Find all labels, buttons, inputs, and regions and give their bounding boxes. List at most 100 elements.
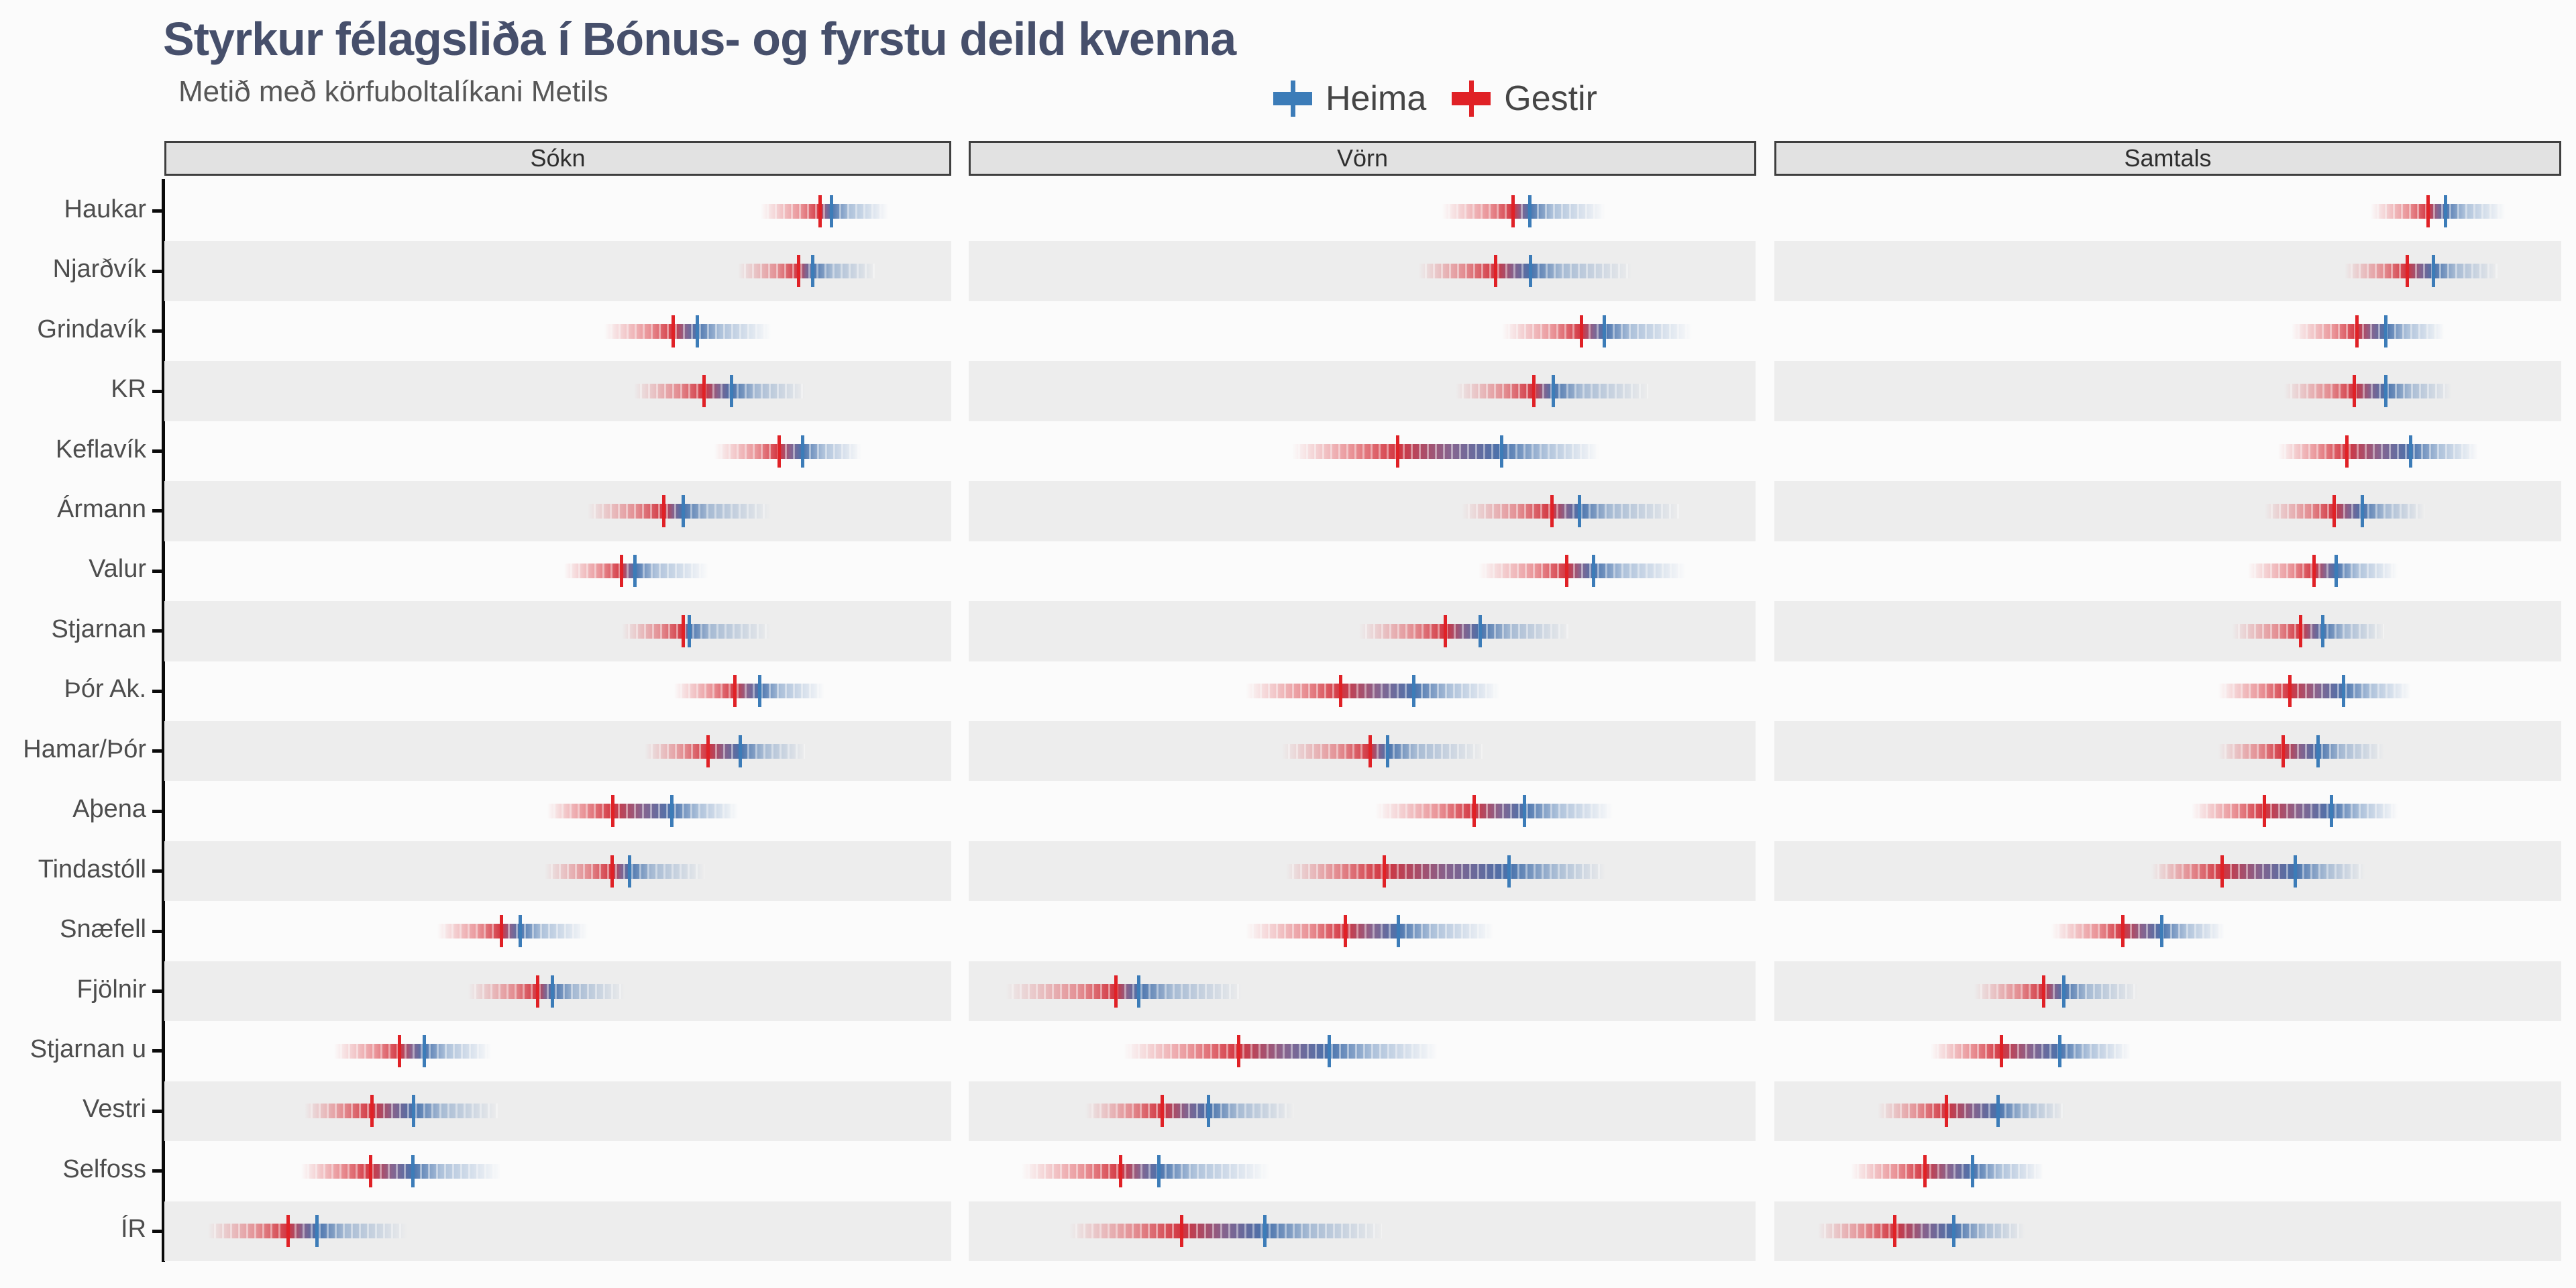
gestir-marker bbox=[2041, 975, 2045, 1008]
axis-tick bbox=[152, 389, 162, 393]
interval-band bbox=[1292, 443, 1599, 459]
heima-marker bbox=[811, 255, 815, 288]
heima-marker bbox=[2334, 555, 2339, 588]
interval-band bbox=[2291, 323, 2445, 339]
gestir-marker bbox=[1114, 975, 1118, 1008]
gestir-marker bbox=[2332, 494, 2336, 527]
legend: Heima Gestir bbox=[1273, 78, 1597, 119]
interval-band bbox=[1281, 743, 1483, 759]
axis-tick bbox=[152, 1109, 162, 1113]
heima-marker bbox=[1591, 555, 1595, 588]
team-label: Tindastóll bbox=[38, 855, 146, 883]
heima-marker bbox=[1527, 195, 1532, 227]
heima-marker bbox=[627, 855, 631, 888]
gestir-marker bbox=[1511, 195, 1515, 227]
heima-marker bbox=[687, 614, 691, 647]
axis-tick bbox=[152, 209, 162, 213]
gestir-marker bbox=[535, 975, 539, 1008]
team-label: Haukar bbox=[64, 195, 147, 223]
interval-band bbox=[1085, 1104, 1294, 1119]
team-label: Þór Ak. bbox=[64, 675, 147, 704]
axis-tick bbox=[152, 689, 162, 693]
facet-strip-label: Sókn bbox=[530, 144, 586, 172]
heima-marker bbox=[758, 675, 762, 708]
facet-strip-label: Vörn bbox=[1336, 144, 1389, 172]
heima-marker bbox=[730, 375, 734, 408]
heima-marker bbox=[2432, 255, 2436, 288]
legend-item-gestir: Gestir bbox=[1452, 78, 1597, 119]
interval-band bbox=[1974, 983, 2138, 999]
interval-band bbox=[2231, 623, 2385, 639]
team-label: Selfoss bbox=[62, 1155, 146, 1183]
heima-marker bbox=[1412, 675, 1416, 708]
team-label: Vestri bbox=[82, 1095, 146, 1124]
interval-band bbox=[304, 1104, 498, 1119]
gestir-marker bbox=[2345, 435, 2349, 468]
axis-tick bbox=[152, 1229, 162, 1233]
interval-band bbox=[1069, 1224, 1382, 1239]
axis-tick bbox=[152, 269, 162, 273]
interval-band bbox=[738, 264, 875, 279]
interval-band bbox=[1850, 1163, 2045, 1179]
row-stripe bbox=[164, 721, 951, 782]
interval-band bbox=[2284, 384, 2451, 399]
interval-band bbox=[207, 1224, 408, 1239]
interval-band bbox=[1817, 1224, 2025, 1239]
gestir-marker bbox=[2220, 855, 2224, 888]
gestir-marker bbox=[1550, 494, 1554, 527]
gestir-marker bbox=[611, 795, 615, 828]
legend-item-heima: Heima bbox=[1273, 78, 1426, 119]
interval-band bbox=[604, 323, 771, 339]
gestir-marker bbox=[1945, 1095, 1949, 1128]
interval-band bbox=[2248, 564, 2398, 579]
gestir-marker bbox=[2426, 195, 2430, 227]
heima-marker bbox=[1385, 735, 1389, 767]
team-label: Stjarnan bbox=[51, 614, 146, 643]
interval-band bbox=[621, 623, 771, 639]
heima-marker bbox=[411, 1155, 415, 1187]
gestir-marker bbox=[1923, 1155, 1927, 1187]
interval-band bbox=[1006, 983, 1242, 999]
interval-band bbox=[2218, 684, 2411, 699]
interval-band bbox=[547, 804, 739, 819]
gestir-marker bbox=[672, 315, 676, 347]
facet-strip-samtals: Samtals bbox=[1774, 141, 2561, 176]
interval-band bbox=[634, 384, 805, 399]
gestir-marker bbox=[2353, 375, 2356, 408]
heima-marker bbox=[800, 435, 804, 468]
interval-band bbox=[1021, 1163, 1270, 1179]
interval-band bbox=[1245, 924, 1494, 939]
gestir-marker bbox=[620, 555, 623, 588]
interval-band bbox=[1285, 863, 1605, 879]
gestir-marker bbox=[1382, 855, 1386, 888]
gestir-marker bbox=[777, 435, 781, 468]
gestir-marker bbox=[1580, 315, 1584, 347]
team-label: Valur bbox=[89, 555, 146, 584]
interval-band bbox=[2264, 503, 2424, 519]
axis-tick bbox=[152, 329, 162, 333]
gestir-marker bbox=[1395, 435, 1399, 468]
interval-band bbox=[2277, 443, 2478, 459]
team-label: Grindavík bbox=[37, 315, 146, 343]
heima-marker bbox=[2444, 195, 2448, 227]
gestir-marker bbox=[1344, 915, 1348, 948]
gestir-marker bbox=[1161, 1095, 1165, 1128]
team-label: Stjarnan u bbox=[30, 1034, 146, 1063]
heima-marker bbox=[412, 1095, 416, 1128]
interval-band bbox=[1442, 203, 1605, 219]
heima-marker bbox=[1157, 1155, 1161, 1187]
row-stripe bbox=[164, 1081, 951, 1142]
axis-tick bbox=[152, 569, 162, 573]
heima-marker bbox=[1577, 494, 1581, 527]
gestir-marker bbox=[818, 195, 822, 227]
gestir-marker bbox=[2299, 614, 2303, 647]
interval-band bbox=[1358, 623, 1569, 639]
gestir-marker bbox=[2355, 315, 2359, 347]
gestir-marker bbox=[2288, 675, 2292, 708]
gestir-marker bbox=[370, 1095, 374, 1128]
axis-tick bbox=[152, 989, 162, 993]
interval-band bbox=[437, 924, 588, 939]
interval-band bbox=[761, 203, 889, 219]
heima-marker bbox=[830, 195, 834, 227]
gestir-marker bbox=[681, 614, 685, 647]
